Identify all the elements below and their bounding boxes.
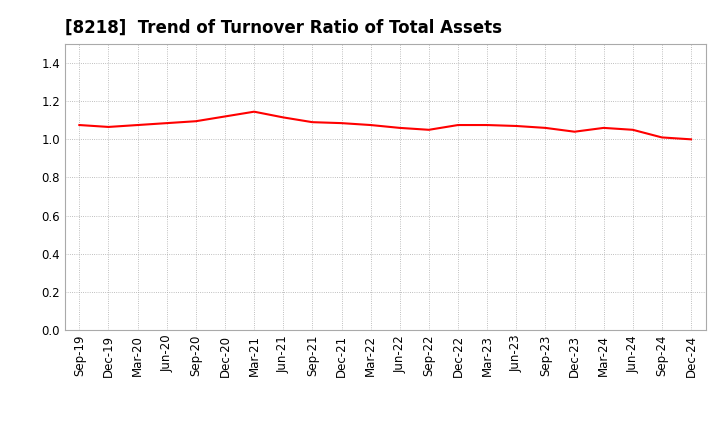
Text: [8218]  Trend of Turnover Ratio of Total Assets: [8218] Trend of Turnover Ratio of Total …: [65, 19, 502, 37]
